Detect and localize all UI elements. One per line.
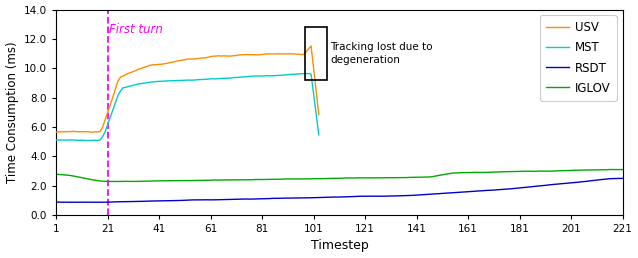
MST [214, 77, 222, 80]
Line: IGLOV: IGLOV [56, 170, 623, 181]
RSDT [117, 200, 124, 203]
Text: Tracking lost due to
degeneration: Tracking lost due to degeneration [330, 42, 433, 65]
RSDT [336, 196, 343, 199]
X-axis label: Timestep: Timestep [311, 239, 368, 252]
IGLOV [619, 168, 627, 171]
MST [52, 139, 60, 142]
IGLOV [380, 176, 387, 179]
IGLOV [114, 180, 122, 183]
RSDT [241, 197, 248, 200]
USV [114, 79, 122, 82]
RSDT [217, 198, 225, 201]
USV [238, 53, 246, 57]
Line: USV: USV [56, 46, 319, 132]
Line: MST: MST [56, 74, 319, 141]
Y-axis label: Time Consumption (ms): Time Consumption (ms) [6, 41, 19, 183]
RSDT [68, 201, 75, 204]
IGLOV [423, 175, 431, 179]
RSDT [423, 193, 431, 196]
IGLOV [336, 177, 343, 180]
MST [238, 76, 246, 79]
Legend: USV, MST, RSDT, IGLOV: USV, MST, RSDT, IGLOV [540, 15, 616, 101]
IGLOV [52, 173, 60, 176]
Bar [304, 27, 327, 80]
Text: First turn: First turn [109, 23, 163, 36]
USV [214, 54, 222, 57]
RSDT [52, 200, 60, 204]
IGLOV [606, 168, 614, 171]
IGLOV [117, 180, 124, 183]
IGLOV [241, 178, 248, 181]
MST [114, 94, 122, 97]
RSDT [619, 177, 627, 180]
USV [52, 131, 60, 134]
Line: RSDT: RSDT [56, 178, 623, 202]
IGLOV [217, 179, 225, 182]
RSDT [380, 195, 387, 198]
